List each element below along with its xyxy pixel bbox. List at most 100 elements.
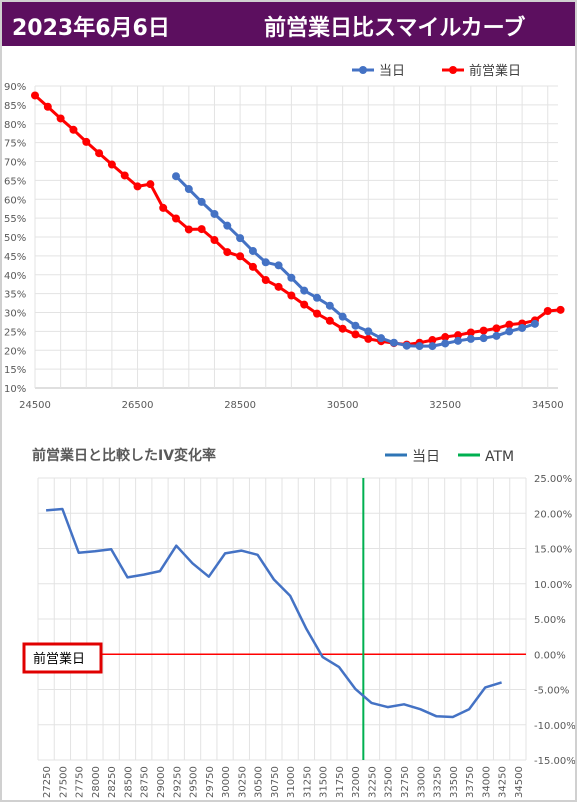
- data-point: [351, 330, 360, 339]
- data-point: [454, 336, 463, 345]
- data-point: [415, 342, 424, 351]
- legend-today-label: 当日: [379, 64, 405, 79]
- bottom-x-tick-label: 28750: [140, 766, 151, 798]
- top-y-tick-label: 55%: [4, 214, 26, 225]
- data-point: [120, 171, 129, 180]
- legend-today-label-bottom: 当日: [412, 449, 440, 465]
- data-point: [441, 333, 450, 342]
- bottom-x-tick-label: 28500: [123, 766, 134, 798]
- top-y-tick-label: 70%: [4, 158, 26, 169]
- data-point: [505, 327, 514, 336]
- bottom-x-tick-label: 32750: [400, 766, 411, 798]
- top-gridlines: [34, 85, 558, 389]
- top-x-tick-label: 26500: [122, 400, 154, 411]
- data-point: [543, 306, 552, 315]
- data-point: [210, 209, 219, 218]
- data-point: [428, 336, 437, 345]
- data-point: [338, 312, 347, 321]
- data-point: [261, 258, 270, 267]
- top-y-tick-label: 30%: [4, 309, 26, 320]
- bottom-x-tick-label: 34000: [481, 766, 492, 798]
- data-point: [492, 331, 501, 340]
- top-y-axis: 10% 15% 20% 25% 30% 35% 40% 45% 50% 55% 60% 65% 70% 7…: [4, 82, 26, 395]
- bottom-y-tick-label: 15.00%: [534, 545, 572, 556]
- data-point: [313, 293, 322, 302]
- bottom-x-tick-label: 28000: [91, 766, 102, 798]
- data-point: [223, 248, 232, 257]
- data-point: [43, 102, 52, 111]
- bottom-y-tick-label: -15.00%: [534, 756, 575, 767]
- data-point: [313, 309, 322, 318]
- bottom-x-tick-label: 27500: [58, 766, 69, 798]
- data-point: [248, 262, 257, 271]
- top-x-axis: 24500 26500 28500 30500 32500 34500: [19, 400, 564, 411]
- top-x-tick-label: 24500: [19, 400, 51, 411]
- data-point: [402, 341, 411, 350]
- data-point: [82, 137, 91, 146]
- data-point: [364, 327, 373, 336]
- data-point: [69, 125, 78, 134]
- legend-today-marker: [359, 66, 367, 74]
- bottom-y-tick-label: 20.00%: [534, 509, 572, 520]
- top-legend: 当日 前営業日: [352, 63, 521, 79]
- top-x-tick-label: 34500: [532, 400, 564, 411]
- data-point: [338, 324, 347, 333]
- title-main: 前営業日比スマイルカーブ: [264, 16, 526, 41]
- bottom-series: [38, 478, 526, 760]
- data-point: [133, 182, 142, 191]
- data-point: [159, 203, 168, 212]
- bottom-x-tick-label: 30750: [270, 766, 281, 798]
- data-point: [236, 234, 245, 243]
- bottom-chart-title: 前営業日と比較したIV変化率: [32, 447, 216, 464]
- bottom-y-tick-label: -5.00%: [534, 686, 569, 697]
- bottom-x-tick-label: 31500: [319, 766, 330, 798]
- bottom-x-tick-label: 29000: [156, 766, 167, 798]
- data-point: [274, 261, 283, 270]
- bottom-x-tick-label: 33500: [449, 766, 460, 798]
- bottom-x-tick-label: 28250: [107, 766, 118, 798]
- data-point: [300, 300, 309, 309]
- bottom-x-tick-label: 32250: [367, 766, 378, 798]
- data-point: [428, 342, 437, 351]
- data-point: [184, 185, 193, 194]
- data-point: [107, 160, 116, 169]
- data-point: [197, 225, 206, 234]
- data-point: [184, 225, 193, 234]
- data-point: [364, 334, 373, 343]
- bottom-y-tick-label: 5.00%: [534, 615, 566, 626]
- data-point: [325, 316, 334, 325]
- data-point: [466, 328, 475, 337]
- data-point: [248, 246, 257, 255]
- data-point: [377, 334, 386, 343]
- data-point: [441, 339, 450, 348]
- bottom-x-tick-label: 34250: [498, 766, 509, 798]
- smile-curve-chart: 10% 15% 20% 25% 30% 35% 40% 45% 50% 55% 60% 65% 70% 7…: [4, 63, 565, 411]
- top-y-tick-label: 10%: [4, 384, 26, 395]
- data-point: [325, 301, 334, 310]
- bottom-x-tick-label: 30250: [237, 766, 248, 798]
- top-x-tick-label: 32500: [429, 400, 461, 411]
- prev-day-annotation-box: [22, 642, 103, 674]
- data-point: [454, 331, 463, 340]
- data-point: [274, 282, 283, 291]
- iv-change-chart: 前営業日と比較したIV変化率 25.00% 20.00% 15.00% 10.00% 5…: [22, 447, 575, 798]
- bottom-x-tick-label: 31750: [335, 766, 346, 798]
- data-point: [479, 334, 488, 343]
- bottom-y-tick-label: 25.00%: [534, 474, 572, 485]
- data-point: [31, 91, 39, 100]
- legend-atm-label: ATM: [485, 449, 514, 465]
- data-point: [56, 114, 65, 123]
- data-point: [210, 236, 219, 245]
- bottom-x-tick-label: 33000: [416, 766, 427, 798]
- top-y-tick-label: 45%: [4, 252, 26, 263]
- data-point: [287, 291, 296, 300]
- bottom-x-tick-label: 29500: [189, 766, 200, 798]
- bottom-x-axis: 27250 27500 27750 28000 28250 28500 28750 29000…: [42, 766, 525, 798]
- data-point: [223, 221, 232, 230]
- data-point: [287, 273, 296, 282]
- top-y-tick-label: 50%: [4, 233, 26, 244]
- prev-day-annotation-label: 前営業日: [33, 651, 85, 667]
- data-point: [530, 319, 539, 328]
- bottom-x-tick-label: 31000: [286, 766, 297, 798]
- data-point: [389, 338, 398, 347]
